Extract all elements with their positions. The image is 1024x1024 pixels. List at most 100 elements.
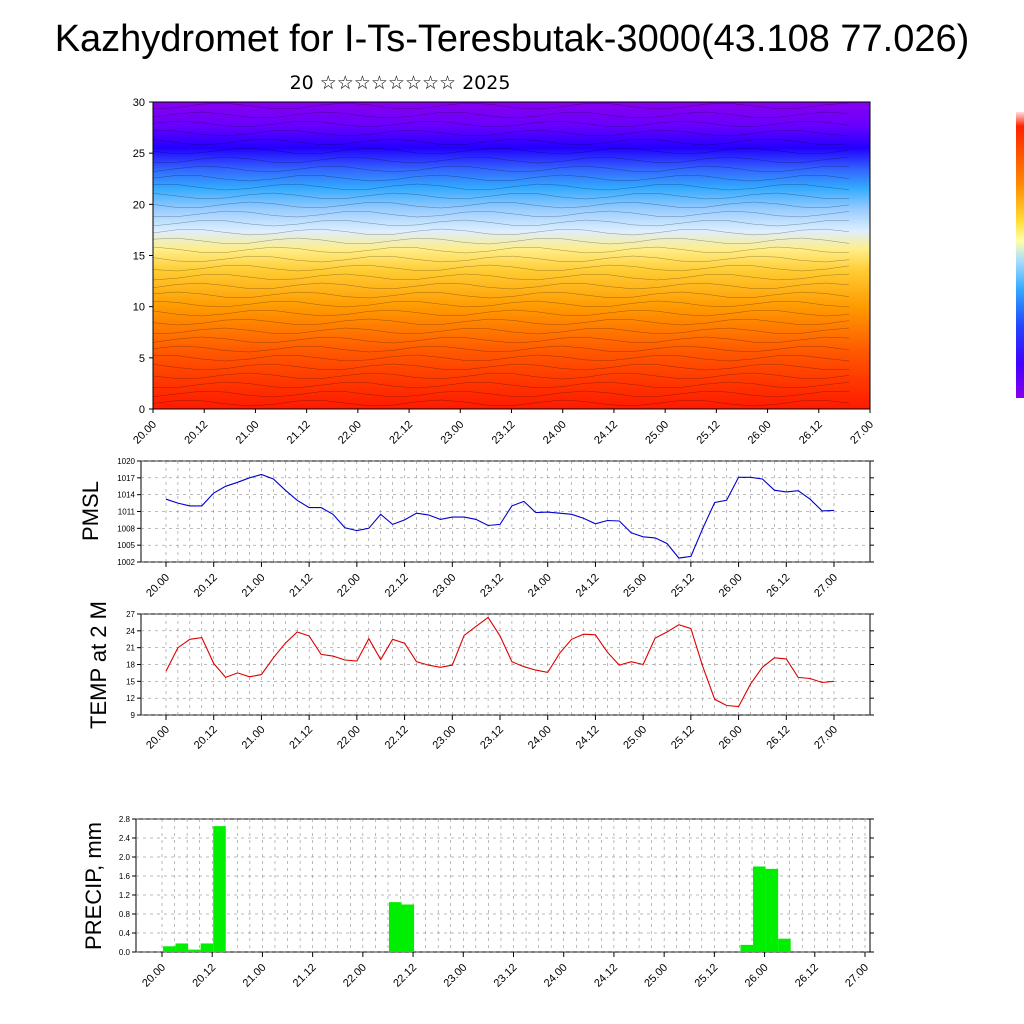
precip-bar — [778, 938, 791, 952]
streamline — [152, 318, 850, 326]
y-tick-label: 15 — [126, 677, 135, 686]
precip-bar — [401, 904, 415, 952]
x-tick-label: 24.12 — [574, 724, 602, 752]
chart-title: Kazhydromet for I-Ts-Teresbutak-3000(43.… — [54, 18, 970, 60]
y-tick-label: 27 — [126, 610, 135, 619]
x-tick-label: 21.12 — [287, 724, 315, 752]
x-tick-label: 22.12 — [387, 419, 415, 447]
y-tick-label: 1002 — [117, 558, 135, 567]
x-tick-label: 22.00 — [335, 572, 363, 600]
streamline — [152, 165, 850, 173]
x-tick-label: 21.12 — [291, 962, 319, 990]
x-tick-label: 24.00 — [526, 724, 554, 752]
streamline — [152, 102, 850, 110]
precip-bar — [200, 943, 214, 952]
streamline — [152, 183, 850, 191]
streamline — [152, 309, 850, 317]
x-tick-label: 22.12 — [391, 962, 419, 990]
precip-bar — [753, 866, 766, 952]
y-tick-label: 5 — [139, 353, 145, 365]
y-tick-label: 30 — [133, 97, 145, 109]
x-tick-label: 20.00 — [140, 962, 168, 990]
precip-bar — [188, 949, 201, 952]
y-tick-label: 1.2 — [119, 891, 131, 900]
y-tick-label: 10 — [133, 302, 145, 314]
y-tick-label: 9 — [131, 711, 136, 720]
y-tick-label: 25 — [133, 148, 145, 160]
x-tick-label: 22.00 — [335, 724, 363, 752]
streamline — [152, 390, 850, 398]
streamline — [152, 138, 850, 146]
streamline — [152, 399, 850, 407]
streamline — [152, 246, 850, 254]
y-tick-label: 1017 — [117, 474, 135, 483]
y-tick-label: 12 — [126, 694, 135, 703]
streamline — [152, 147, 850, 155]
precip-bar — [213, 826, 226, 952]
x-tick-label: 23.00 — [441, 962, 469, 990]
x-tick-label: 25.12 — [669, 572, 697, 600]
streamline — [152, 255, 850, 263]
pmsl-panel: 1002 1005 1008 1011 1014 1017 1020 20.00 20.12 21… — [78, 457, 874, 600]
x-tick-label: 20.12 — [190, 962, 218, 990]
streamline — [152, 264, 850, 272]
x-tick-label: 25.12 — [669, 724, 697, 752]
x-tick-label: 20.12 — [192, 724, 220, 752]
chart-subtitle: 20 ☆☆☆☆☆☆☆☆ 2025 — [289, 72, 511, 94]
y-tick-label: 2.4 — [119, 834, 131, 843]
x-tick-label: 27.00 — [848, 419, 876, 447]
x-tick-label: 20.12 — [182, 419, 210, 447]
y-tick-label: 1020 — [117, 457, 135, 466]
x-tick-label: 25.00 — [621, 724, 649, 752]
streamline — [152, 345, 850, 353]
y-axis-label: TEMP at 2 M — [86, 601, 111, 729]
y-tick-label: 1.6 — [119, 872, 131, 881]
y-tick-label: 1005 — [117, 541, 135, 550]
y-tick-label: 20 — [133, 199, 145, 211]
y-tick-label: 15 — [133, 251, 145, 263]
x-tick-label: 26.12 — [764, 724, 792, 752]
x-tick-label: 21.00 — [241, 962, 269, 990]
streamline — [152, 219, 850, 227]
y-tick-label: 1008 — [117, 524, 135, 533]
x-tick-label: 27.00 — [812, 724, 840, 752]
y-tick-label: 0.0 — [119, 948, 131, 957]
y-tick-label: 1014 — [117, 491, 135, 500]
x-tick-label: 23.12 — [492, 962, 520, 990]
x-tick-label: 25.00 — [642, 962, 670, 990]
precip-bar — [765, 868, 779, 952]
heatmap-field — [153, 102, 870, 409]
x-tick-label: 22.00 — [341, 962, 369, 990]
y-tick-label: 1011 — [118, 508, 136, 517]
y-tick-label: 24 — [126, 627, 135, 636]
x-tick-label: 24.00 — [542, 962, 570, 990]
series-line — [165, 473, 835, 559]
x-tick-label: 23.00 — [438, 419, 466, 447]
x-tick-label: 21.12 — [285, 419, 313, 447]
colorbar — [1016, 112, 1024, 398]
x-tick-label: 26.12 — [797, 419, 825, 447]
streamline — [152, 201, 850, 209]
precip-bar — [163, 946, 176, 952]
streamline — [152, 228, 850, 236]
y-tick-label: 21 — [126, 644, 135, 653]
x-tick-label: 26.12 — [764, 572, 792, 600]
x-tick-label: 24.00 — [541, 419, 569, 447]
streamline — [152, 111, 850, 119]
streamline — [152, 282, 850, 290]
x-tick-label: 21.00 — [240, 572, 268, 600]
streamline — [152, 156, 850, 164]
precip-bar — [175, 943, 189, 952]
x-tick-label: 20.00 — [144, 724, 172, 752]
x-tick-label: 23.12 — [478, 572, 506, 600]
x-tick-label: 25.12 — [695, 419, 723, 447]
x-tick-label: 22.12 — [383, 572, 411, 600]
heatmap-panel: 0 5 10 15 20 25 30 20.00 20.12 21.00 21.12 22.00 22.… — [131, 97, 876, 447]
x-tick-label: 22.12 — [383, 724, 411, 752]
streamline — [152, 372, 850, 380]
x-tick-label: 24.12 — [592, 419, 620, 447]
streamline — [152, 363, 850, 371]
streamline — [152, 381, 850, 389]
streamline — [152, 354, 850, 362]
